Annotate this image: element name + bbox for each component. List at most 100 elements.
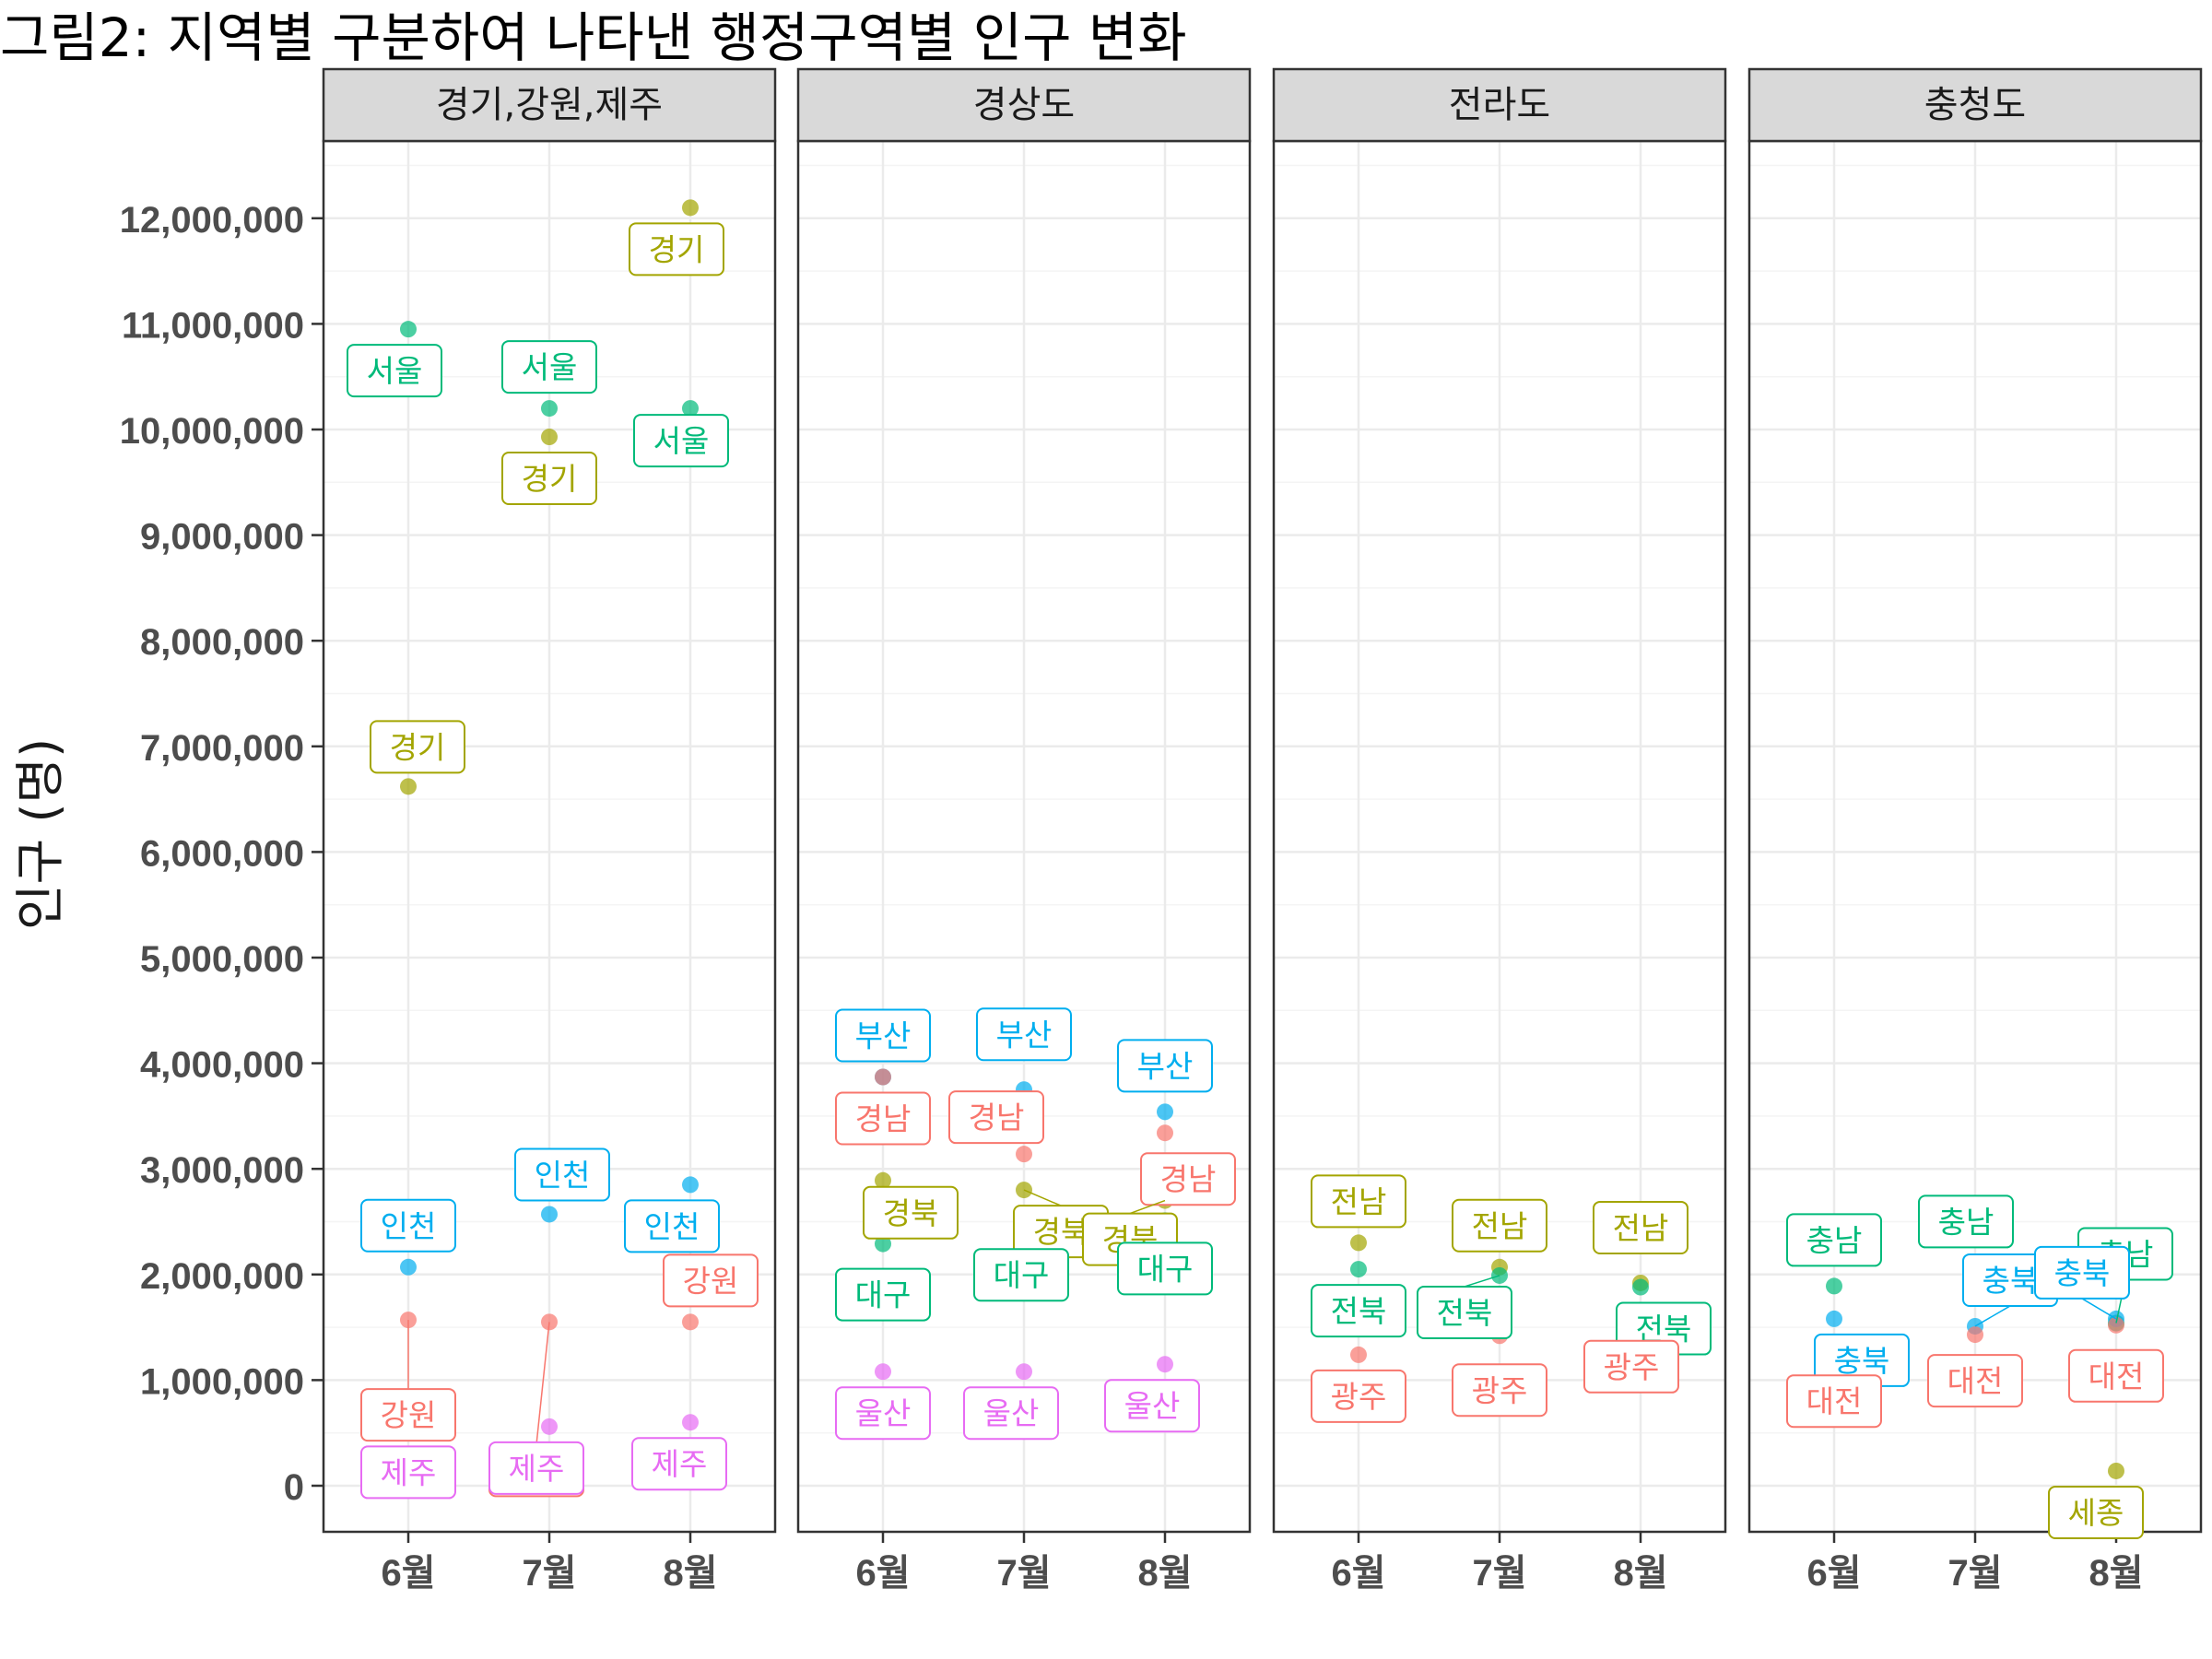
y-tick-label: 8,000,000 [140, 622, 304, 663]
data-label: 부산 [996, 1017, 1053, 1053]
data-label: 충북 [1834, 1343, 1890, 1379]
data-label: 충북 [1983, 1263, 2039, 1299]
data-label: 경북 [1033, 1214, 1089, 1250]
x-tick-label: 8월 [2088, 1553, 2143, 1594]
data-label-box [631, 1437, 727, 1491]
x-tick-label: 8월 [1613, 1553, 1667, 1594]
y-tick-label: 5,000,000 [140, 939, 304, 980]
data-label-box [624, 1199, 720, 1253]
data-label: 대구 [855, 1277, 912, 1313]
x-tick-label: 7월 [522, 1553, 576, 1594]
x-tick-label: 6월 [1806, 1553, 1861, 1594]
y-tick-label: 11,000,000 [122, 305, 304, 346]
data-label-box [2068, 1348, 2164, 1403]
data-label: 제주 [509, 1451, 565, 1487]
y-axis-title: 인구 (명) [11, 738, 69, 930]
data-label: 충남 [1938, 1204, 1994, 1240]
y-tick-label: 6,000,000 [140, 833, 304, 874]
data-point [1632, 1278, 1649, 1296]
data-label: 전남 [1472, 1208, 1528, 1244]
y-tick-label: 0 [284, 1467, 304, 1508]
data-label-box [835, 1091, 931, 1146]
data-label-box [948, 1090, 1044, 1145]
data-label-box [1786, 1213, 1882, 1267]
data-label: 전북 [1331, 1293, 1387, 1329]
data-label: 대전 [2088, 1359, 2145, 1394]
data-label-box [488, 1441, 584, 1495]
data-label-box [1583, 1339, 1679, 1394]
data-label: 경북 [883, 1195, 939, 1231]
x-tick-label: 8월 [1137, 1553, 1192, 1594]
data-label-box [963, 1386, 1059, 1441]
data-label: 경기 [522, 461, 578, 497]
x-tick-label: 7월 [996, 1553, 1051, 1594]
data-label-box [360, 1445, 456, 1500]
data-point [1016, 1146, 1032, 1163]
data-point [682, 1313, 699, 1331]
data-label: 울산 [1124, 1388, 1181, 1424]
data-label: 경기 [649, 231, 705, 267]
data-label: 서울 [522, 349, 578, 385]
data-point [1157, 1356, 1173, 1373]
data-label: 대구 [994, 1257, 1050, 1293]
data-label: 부산 [1137, 1048, 1194, 1084]
data-label-box [370, 720, 465, 774]
facet-strip [796, 67, 1252, 143]
data-point [875, 1068, 891, 1086]
data-label: 울산 [855, 1395, 912, 1431]
data-label-box [501, 452, 597, 506]
y-axis: 0 1,000,000 2,000,000 3,000,000 4,000,000 5,0… [120, 200, 324, 1508]
data-label-box [1918, 1194, 2014, 1249]
data-label-box [1452, 1363, 1547, 1418]
x-tick-label: 7월 [1472, 1553, 1526, 1594]
data-point [875, 1235, 891, 1253]
data-label-box [1117, 1039, 1213, 1093]
data-label: 울산 [983, 1395, 1040, 1431]
data-label-box [973, 1248, 1069, 1302]
data-point [1350, 1234, 1367, 1252]
data-point [2108, 1462, 2124, 1479]
data-label-box [1786, 1374, 1882, 1429]
data-point [541, 1418, 558, 1435]
label-leader [1974, 1305, 2011, 1327]
data-point [400, 1258, 417, 1276]
data-point [1350, 1346, 1367, 1363]
x-tick-label: 8월 [663, 1553, 717, 1594]
label-leader [535, 1322, 550, 1445]
data-label-box [1104, 1379, 1200, 1433]
data-label-box [1140, 1152, 1236, 1206]
data-label: 전남 [1613, 1210, 1669, 1246]
data-point [1157, 1124, 1173, 1142]
facet-panel: 경기,강원,제주6월7월8월서울서울서울경기경기경기인천인천인천강원강원강원제주… [322, 67, 777, 1594]
data-label: 세종 [2068, 1495, 2124, 1531]
data-label-box [1417, 1285, 1512, 1339]
facets: 경기,강원,제주6월7월8월서울서울서울경기경기경기인천인천인천강원강원강원제주… [322, 67, 2203, 1594]
data-label: 경남 [969, 1100, 1025, 1135]
facet-strip-label: 전라도 [1449, 84, 1550, 126]
y-tick-label: 1,000,000 [140, 1361, 304, 1402]
data-point [400, 321, 417, 338]
label-leader [1023, 1189, 1062, 1206]
data-label: 인천 [644, 1208, 700, 1244]
data-label: 인천 [535, 1157, 591, 1193]
data-label-box [347, 344, 442, 398]
y-tick-label: 2,000,000 [140, 1256, 304, 1297]
data-point [682, 400, 699, 418]
y-tick-label: 12,000,000 [120, 200, 304, 241]
data-point [2108, 1316, 2124, 1334]
data-label: 경남 [855, 1100, 912, 1136]
data-label-box [2034, 1245, 2130, 1300]
data-label-box [1311, 1284, 1406, 1338]
data-label: 강원 [381, 1397, 437, 1433]
data-point [682, 1176, 699, 1194]
data-point [1967, 1326, 1983, 1344]
data-label-box [501, 340, 597, 394]
facet-strip [322, 67, 777, 143]
data-label: 경기 [390, 729, 446, 765]
x-tick-label: 6월 [381, 1553, 435, 1594]
data-label: 경남 [1160, 1161, 1217, 1197]
data-point [1826, 1277, 1842, 1295]
